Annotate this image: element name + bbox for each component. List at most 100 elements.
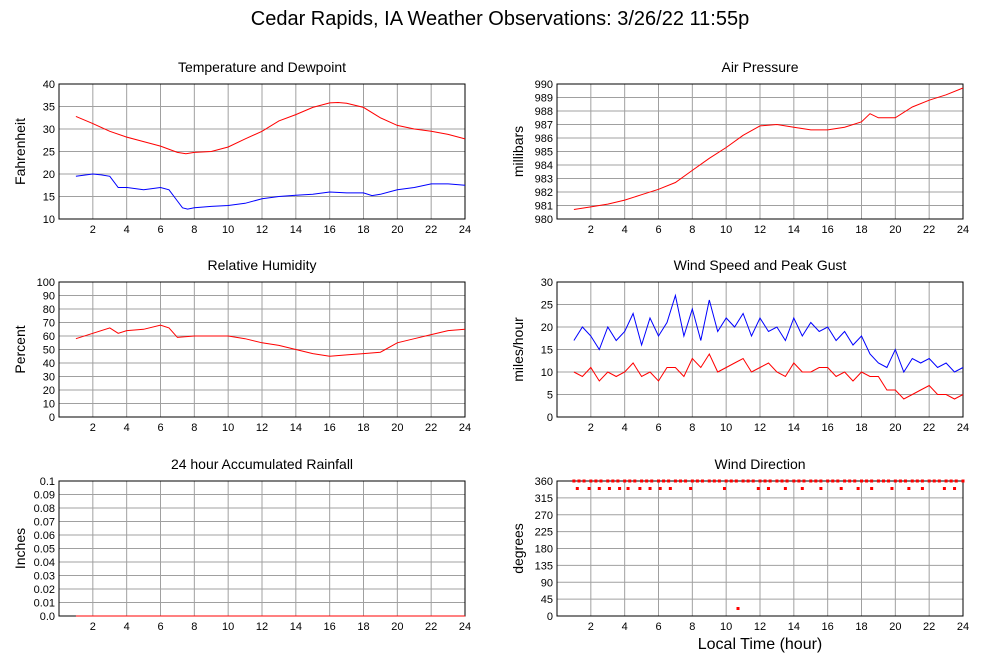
x-tick-label: 18 [855,224,867,236]
x-tick-label: 4 [622,224,628,236]
y-tick-label: 10 [541,367,553,379]
x-tick-label: 6 [655,224,661,236]
temp-y-axis-label: Fahrenheit [12,118,28,185]
y-tick-label: 5 [547,390,553,402]
direction-point [587,487,591,490]
direction-point [657,479,660,483]
x-tick-label: 14 [290,224,302,236]
direction-point [766,487,770,490]
temp-series-line-0 [75,101,466,155]
x-tick-label: 18 [357,422,369,434]
x-tick-label: 6 [157,621,163,633]
direction-point [843,479,847,483]
x-tick-label: 2 [588,224,594,236]
humidity-y-axis-label: Percent [12,325,28,373]
direction-point [802,479,806,483]
direction-point [887,479,891,483]
x-tick-label: 24 [957,422,969,434]
x-tick-label: 22 [425,224,437,236]
x-tick-label: 6 [655,621,661,633]
direction-point [920,479,924,483]
direction-point [898,479,902,483]
x-tick-label: 20 [391,224,403,236]
direction-point [648,487,652,490]
y-tick-label: 0.03 [34,571,55,583]
x-tick-label: 22 [425,621,437,633]
y-tick-label: 35 [43,102,55,114]
rain-title: 24 hour Accumulated Rainfall [171,456,353,472]
x-tick-label: 6 [157,422,163,434]
y-tick-label: 15 [43,192,55,204]
direction-point [836,479,840,483]
x-tick-label: 12 [256,621,268,633]
direction-point [881,479,885,483]
x-tick-label: 12 [754,224,766,236]
direction-point [949,479,953,483]
direction-point [893,479,897,483]
direction-point [645,479,649,483]
direction-point [689,487,693,490]
y-tick-label: 10 [43,399,55,411]
direction-point [937,479,941,483]
direction-point [599,479,603,483]
x-tick-label: 10 [222,621,234,633]
temp-title: Temperature and Dewpoint [178,59,346,75]
humidity-plot-frame [58,281,466,418]
direction-point [724,479,728,483]
wind-plot-frame [556,281,964,418]
x-tick-label: 8 [689,621,695,633]
y-tick-label: 986 [535,133,553,145]
x-tick-label: 20 [889,224,901,236]
x-tick-label: 16 [822,621,834,633]
x-tick-label: 12 [754,422,766,434]
x-tick-label: 6 [655,422,661,434]
y-tick-label: 90 [43,291,55,303]
temp-plot-frame [58,83,466,220]
humidity-title: Relative Humidity [208,257,317,273]
x-tick-label: 24 [957,224,969,236]
direction-point [831,479,835,483]
y-tick-label: 0.05 [34,544,55,556]
y-tick-label: 40 [43,79,55,91]
direction-point [763,479,767,483]
x-tick-label: 22 [923,621,935,633]
x-tick-label: 22 [923,422,935,434]
x-axis-label: Local Time (hour) [697,636,823,653]
y-tick-label: 981 [535,201,553,213]
y-tick-label: 180 [535,544,553,556]
y-tick-label: 990 [535,79,553,91]
direction-point [839,487,843,490]
y-tick-label: 80 [43,304,55,316]
x-tick-label: 8 [191,422,197,434]
direction-point [907,487,911,490]
x-tick-label: 20 [889,422,901,434]
y-tick-label: 984 [535,160,553,172]
y-tick-label: 15 [541,345,553,357]
x-tick-label: 4 [124,224,130,236]
x-tick-label: 2 [588,621,594,633]
y-tick-label: 30 [43,372,55,384]
x-tick-label: 22 [425,422,437,434]
direction-point [673,479,677,483]
y-tick-label: 135 [535,560,553,572]
direction-point [848,479,852,483]
direction-point [594,479,598,483]
direction-point [658,487,662,490]
y-tick-label: 985 [535,147,553,159]
x-tick-label: 20 [391,621,403,633]
direction-point [695,479,699,483]
direction-point [589,479,593,483]
direction-y-axis-label: degrees [510,523,526,574]
direction-point [690,479,694,483]
y-tick-label: 0 [49,412,55,424]
y-tick-label: 70 [43,318,55,330]
y-tick-label: 0.02 [34,584,55,596]
direction-point [712,479,716,483]
x-tick-label: 16 [822,422,834,434]
x-tick-label: 14 [788,224,800,236]
pressure-series-line-0 [573,87,964,210]
page-title: Cedar Rapids, IA Weather Observations: 3… [250,8,750,30]
